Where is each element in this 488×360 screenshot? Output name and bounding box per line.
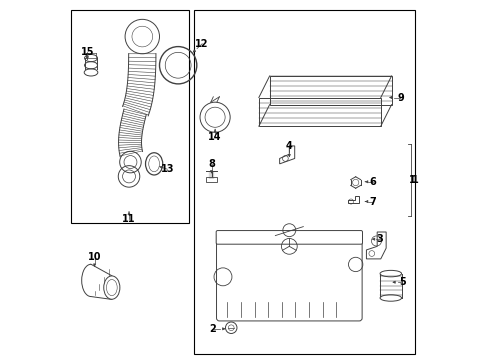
- Text: 1: 1: [408, 175, 415, 185]
- Bar: [194, 10, 414, 354]
- Ellipse shape: [379, 295, 401, 301]
- Text: 5: 5: [398, 277, 405, 287]
- Text: 12: 12: [195, 39, 208, 49]
- FancyBboxPatch shape: [216, 233, 362, 321]
- Text: 7: 7: [369, 197, 375, 207]
- Text: 6: 6: [369, 177, 375, 187]
- Text: 3: 3: [376, 234, 383, 244]
- Text: 15: 15: [81, 46, 94, 57]
- Text: 4: 4: [285, 141, 292, 151]
- FancyBboxPatch shape: [206, 177, 216, 182]
- Text: 8: 8: [208, 159, 215, 169]
- Text: 10: 10: [88, 252, 101, 262]
- Text: 9: 9: [396, 93, 403, 103]
- Bar: [70, 10, 188, 223]
- Text: 11: 11: [122, 215, 136, 224]
- Text: 13: 13: [161, 164, 174, 174]
- Ellipse shape: [103, 276, 120, 299]
- Text: 14: 14: [208, 132, 222, 142]
- Text: 2: 2: [209, 324, 216, 334]
- FancyBboxPatch shape: [216, 230, 362, 244]
- Text: 1: 1: [411, 175, 418, 185]
